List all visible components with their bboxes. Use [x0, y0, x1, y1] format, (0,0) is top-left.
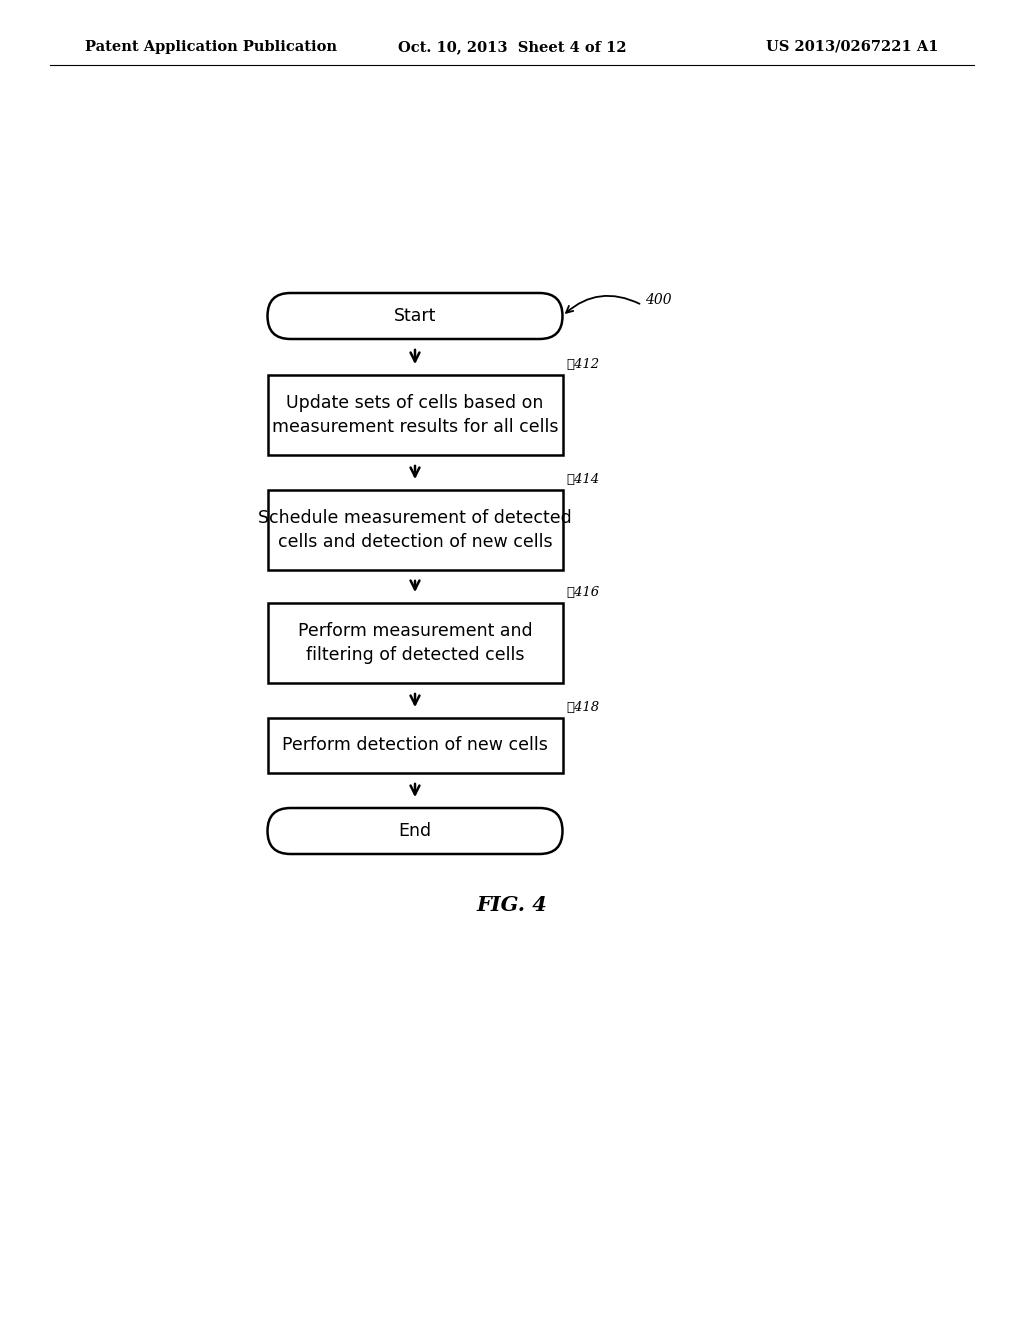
Text: ✓418: ✓418 — [566, 701, 600, 714]
FancyBboxPatch shape — [267, 293, 562, 339]
Text: Perform detection of new cells: Perform detection of new cells — [282, 737, 548, 755]
Text: FIG. 4: FIG. 4 — [476, 895, 548, 915]
Bar — [267, 375, 562, 455]
FancyBboxPatch shape — [267, 808, 562, 854]
Text: Start: Start — [394, 308, 436, 325]
Text: US 2013/0267221 A1: US 2013/0267221 A1 — [767, 40, 939, 54]
Text: Patent Application Publication: Patent Application Publication — [85, 40, 337, 54]
Bar — [267, 490, 562, 570]
Bar — [267, 718, 562, 774]
Text: End: End — [398, 822, 431, 840]
Text: ✓414: ✓414 — [566, 473, 600, 486]
Text: ✓412: ✓412 — [566, 358, 600, 371]
Text: ✓416: ✓416 — [566, 586, 600, 599]
Text: Update sets of cells based on
measurement results for all cells: Update sets of cells based on measuremen… — [271, 395, 558, 436]
Text: Oct. 10, 2013  Sheet 4 of 12: Oct. 10, 2013 Sheet 4 of 12 — [397, 40, 627, 54]
Text: 400: 400 — [645, 293, 672, 308]
Bar — [267, 603, 562, 682]
Text: Schedule measurement of detected
cells and detection of new cells: Schedule measurement of detected cells a… — [258, 510, 571, 550]
Text: Perform measurement and
filtering of detected cells: Perform measurement and filtering of det… — [298, 622, 532, 664]
